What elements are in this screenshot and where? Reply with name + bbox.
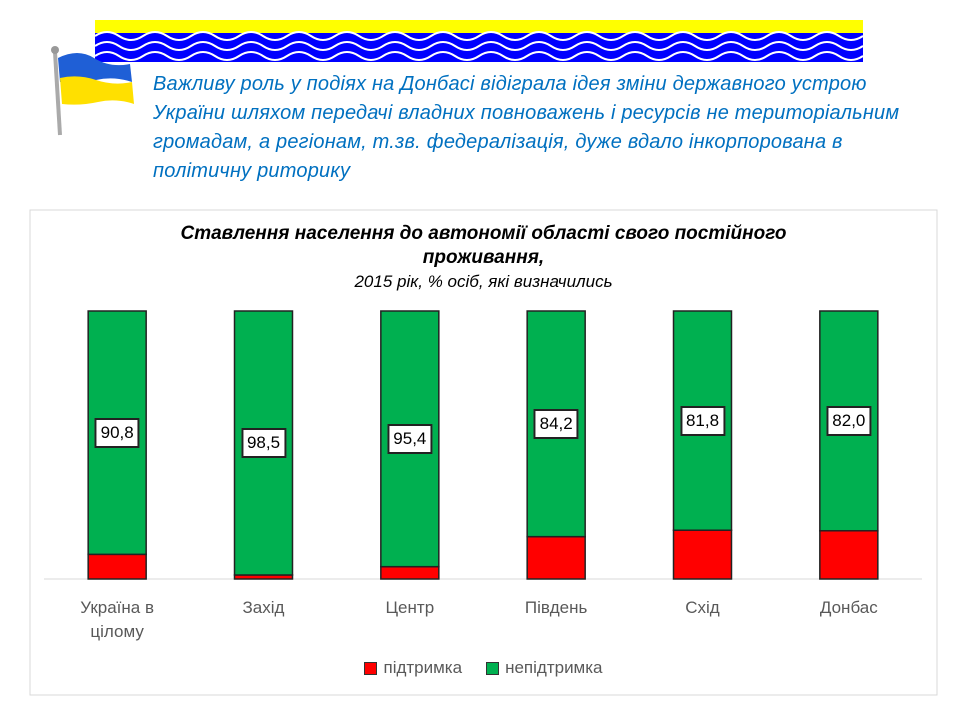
title-box: Ставлення населення до автономії області… (30, 222, 937, 294)
header-band (94, 20, 864, 62)
value-label: 82,0 (826, 405, 872, 436)
bar-segment (819, 530, 879, 580)
bar-segment (380, 565, 440, 580)
flag-icon (51, 46, 134, 136)
value-label: 81,8 (679, 405, 726, 436)
bar-segment (526, 535, 586, 580)
value-label: 98,5 (240, 427, 287, 458)
x-tick-label: Схід (685, 598, 720, 617)
x-tick-label: Південь (524, 598, 588, 617)
legend-item: підтримка (364, 658, 462, 678)
x-tick-label: Захід (242, 598, 285, 617)
x-tick-label: Україна в цілому (80, 598, 154, 641)
legend-label: підтримка (383, 658, 463, 677)
legend-swatch (364, 661, 378, 675)
legend-item: непідтримка (486, 658, 603, 678)
value-label: 84,2 (533, 408, 579, 439)
bar-segment (672, 529, 733, 580)
chart-frame (29, 209, 938, 696)
x-tick-label: Центр (385, 598, 435, 617)
legend-label: непідтримка (505, 658, 603, 677)
chart-subtitle: 2015 рік, % осіб, які визначились (354, 272, 613, 291)
legend: підтримка непідтримка (30, 658, 937, 678)
value-label: 95,4 (387, 423, 433, 454)
chart-title: Ставлення населення до автономії області… (180, 223, 787, 268)
intro-text: Важливу роль у подіях на Донбасі відігра… (153, 73, 900, 182)
legend-swatch (486, 661, 500, 675)
value-label: 90,8 (94, 417, 140, 448)
x-tick-label: Донбас (819, 598, 878, 617)
bar-segment (87, 553, 147, 580)
